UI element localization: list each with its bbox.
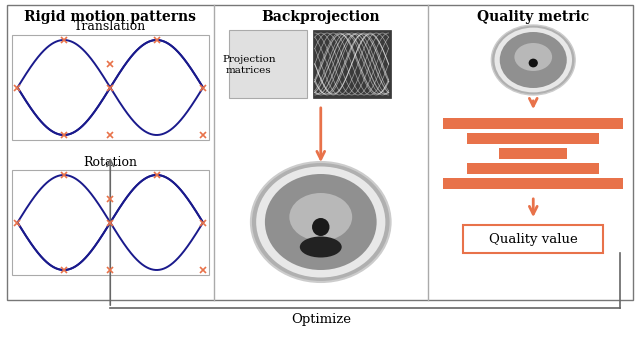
Ellipse shape [492,25,575,95]
Ellipse shape [312,218,330,236]
Bar [444,178,623,189]
Text: Projection
matrices: Projection matrices [222,55,276,75]
Bar [6,5,633,300]
Ellipse shape [251,162,390,282]
Text: Quality metric: Quality metric [477,10,589,24]
Ellipse shape [500,32,567,88]
Text: Optimize: Optimize [291,314,351,327]
Bar [499,148,567,159]
Bar [313,30,390,98]
Ellipse shape [265,174,376,270]
Ellipse shape [300,237,342,258]
Bar [444,118,623,129]
Ellipse shape [515,43,552,71]
Bar [463,225,603,253]
Text: Rigid motion patterns: Rigid motion patterns [24,10,196,24]
Text: Translation: Translation [74,21,147,33]
Ellipse shape [529,58,538,67]
Bar [12,170,209,275]
Ellipse shape [256,167,385,277]
Text: Backprojection: Backprojection [262,10,380,24]
Bar [12,35,209,140]
Text: Rotation: Rotation [83,155,137,169]
Ellipse shape [495,28,572,92]
Bar [467,163,599,174]
Bar [467,133,599,144]
Bar [229,30,307,98]
Text: Quality value: Quality value [489,233,578,245]
Ellipse shape [289,193,352,241]
